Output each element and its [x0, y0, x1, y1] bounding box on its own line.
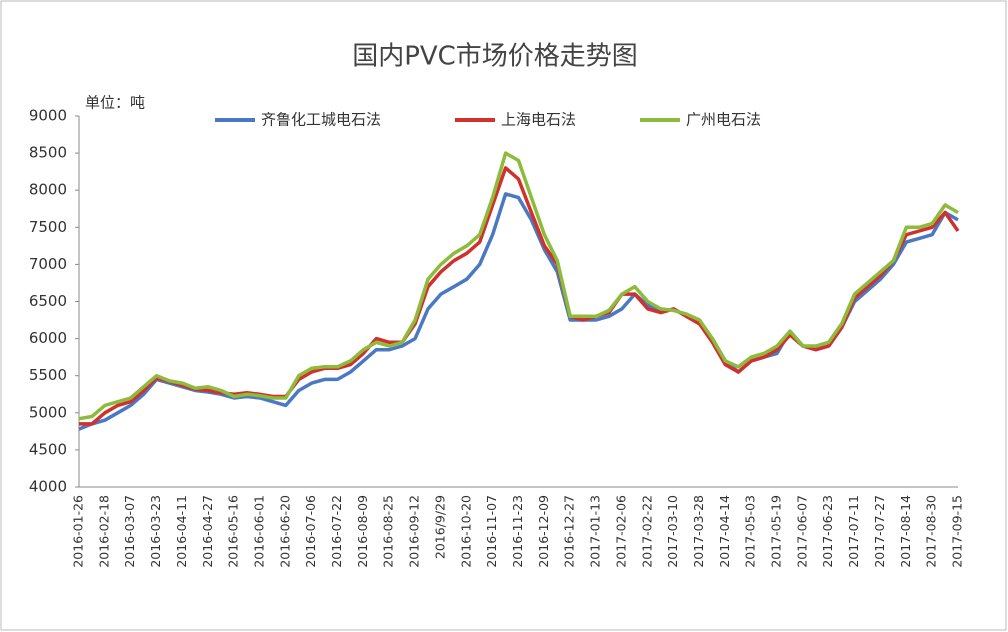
y-tick-label: 6000	[29, 329, 67, 347]
x-tick-label: 2017-06-07	[794, 495, 809, 568]
chart-title: 国内PVC市场价格走势图	[352, 42, 638, 72]
x-tick-label: 2017-05-03	[743, 495, 758, 568]
legend-label: 上海电石法	[501, 111, 576, 129]
y-tick-label: 5000	[29, 403, 67, 421]
x-tick-label: 2016-10-20	[458, 495, 473, 568]
x-tick-label: 2016-06-01	[251, 495, 266, 568]
x-tick-label: 2016-07-22	[329, 495, 344, 568]
unit-label: 单位：吨	[85, 94, 145, 112]
x-tick-label: 2017-03-10	[665, 495, 680, 568]
x-tick-label: 2017-04-14	[717, 495, 732, 568]
x-tick-label: 2017-02-22	[639, 495, 654, 568]
y-tick-label: 4000	[29, 478, 67, 496]
x-tick-label: 2016-02-18	[96, 495, 111, 568]
y-tick-label: 4500	[29, 440, 67, 458]
y-tick-label: 8500	[29, 144, 67, 162]
x-tick-label: 2017-01-13	[588, 495, 603, 568]
x-tick-label: 2016-03-07	[122, 495, 137, 568]
y-tick-label: 9000	[29, 107, 67, 125]
x-tick-label: 2017-06-23	[820, 495, 835, 568]
y-tick-label: 6500	[29, 292, 67, 310]
x-tick-label: 2017-08-14	[898, 495, 913, 568]
y-tick-label: 8000	[29, 181, 67, 199]
x-tick-label: 2017-05-19	[769, 495, 784, 568]
x-tick-label: 2016-01-26	[71, 495, 86, 568]
y-tick-label: 7500	[29, 218, 67, 236]
x-tick-label: 2016-11-23	[510, 495, 525, 568]
x-tick-label: 2016-07-06	[303, 495, 318, 568]
x-tick-label: 2016-12-09	[536, 495, 551, 568]
y-tick-label: 5500	[29, 366, 67, 384]
x-tick-label: 2016-12-27	[562, 495, 577, 568]
x-tick-label: 2016-04-27	[200, 495, 215, 568]
legend-label: 齐鲁化工城电石法	[261, 111, 381, 129]
legend-label: 广州电石法	[686, 111, 761, 129]
x-tick-label: 2017-07-11	[846, 495, 861, 568]
x-tick-label: 2016-08-25	[381, 495, 396, 568]
x-tick-label: 2016-06-20	[277, 495, 292, 568]
x-tick-label: 2017-08-30	[924, 495, 939, 568]
series-line	[78, 151, 959, 421]
x-tick-label: 2016-09-12	[407, 495, 422, 568]
y-tick-label: 7000	[29, 255, 67, 273]
x-tick-label: 2017-07-27	[872, 495, 887, 568]
x-tick-label: 2016/9/29	[432, 495, 447, 559]
x-tick-label: 2016-04-11	[174, 495, 189, 568]
x-tick-label: 2016-11-07	[484, 495, 499, 568]
x-tick-label: 2016-05-16	[226, 495, 241, 568]
x-tick-label: 2016-08-09	[355, 495, 370, 568]
x-tick-label: 2016-03-23	[148, 495, 163, 568]
x-tick-label: 2017-09-15	[950, 495, 965, 568]
x-tick-label: 2017-03-28	[691, 495, 706, 568]
x-tick-label: 2017-02-06	[613, 495, 628, 568]
